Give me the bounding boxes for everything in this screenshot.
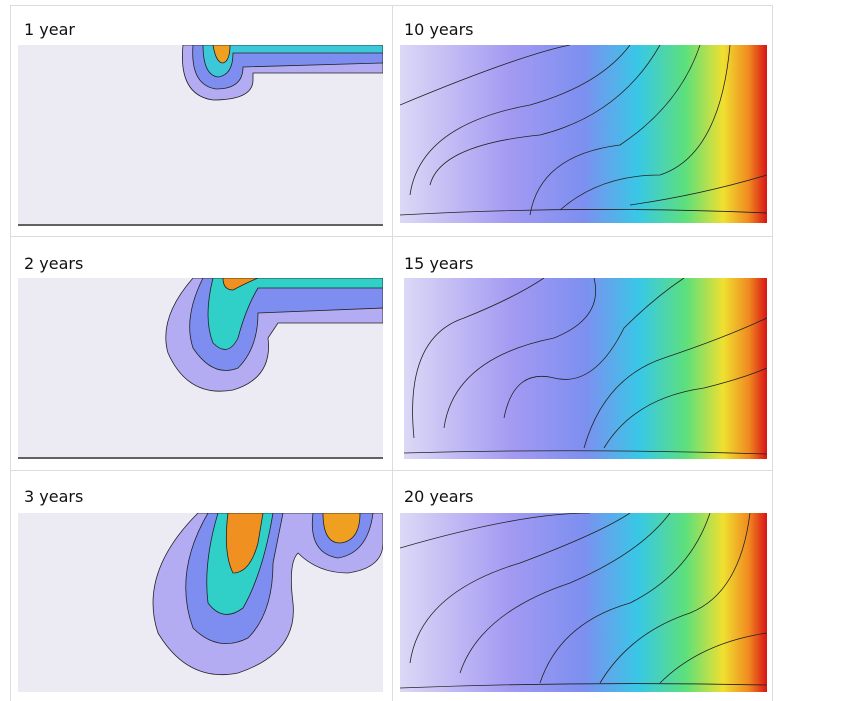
cell-label: 3 years <box>24 487 84 506</box>
contour-image <box>18 45 383 226</box>
contour-image <box>18 513 383 692</box>
cell-label: 20 years <box>404 487 474 506</box>
cell-label: 1 year <box>24 20 75 39</box>
contour-image <box>400 45 767 223</box>
table-border <box>392 5 393 701</box>
table-border <box>10 470 772 471</box>
cell-label: 2 years <box>24 254 84 273</box>
contour-image <box>404 278 767 459</box>
contour-image <box>18 278 383 459</box>
table-border <box>772 5 773 701</box>
table-border <box>10 5 11 701</box>
contour-image <box>400 513 767 692</box>
table-border <box>10 236 772 237</box>
cell-label: 15 years <box>404 254 474 273</box>
cell-label: 10 years <box>404 20 474 39</box>
table-border <box>10 5 772 6</box>
